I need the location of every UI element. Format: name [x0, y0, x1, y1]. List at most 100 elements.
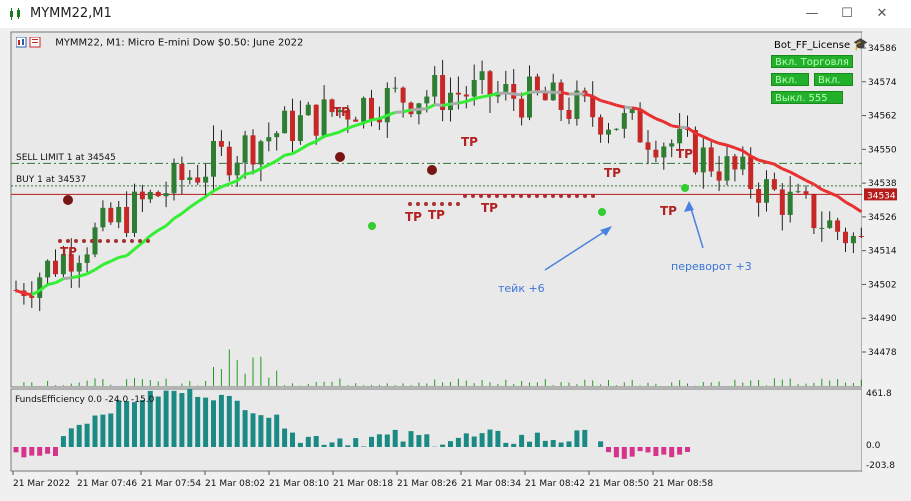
moving-average-segment — [741, 149, 752, 158]
minimize-button[interactable]: — — [805, 6, 819, 21]
moving-average-segment — [631, 106, 641, 111]
histogram-bar — [337, 438, 343, 447]
moving-average-segment — [624, 105, 633, 110]
maximize-button[interactable]: ☐ — [841, 6, 853, 21]
candle-body — [29, 296, 35, 298]
moving-average-segment — [702, 135, 712, 142]
moving-average-segment — [450, 101, 459, 106]
tp-marker: TP — [604, 166, 621, 180]
candle-body — [266, 137, 272, 142]
chart-area[interactable]: 34586 34574 34562 34550 34538 34526 34514 34502… — [0, 28, 911, 501]
price-scale — [862, 32, 911, 471]
candle-body — [827, 220, 833, 228]
time-label: 21 Mar 08:26 — [397, 479, 457, 489]
time-label: 21 Mar 08:18 — [333, 479, 393, 489]
subwindow-scale-label: -203.8 — [866, 461, 895, 471]
candle-body — [290, 110, 295, 141]
candle-body — [566, 109, 572, 119]
moving-average-segment — [378, 114, 388, 121]
entry-marker — [598, 208, 606, 216]
reverse-annotation: переворот +3 — [671, 260, 752, 273]
candles — [13, 59, 864, 312]
candle-body — [613, 128, 619, 130]
candle-body — [740, 156, 746, 170]
candle-body — [534, 76, 540, 93]
order-dot — [456, 202, 460, 206]
moving-average-segment — [173, 212, 183, 220]
moving-average-segment — [236, 173, 247, 182]
histogram-bar — [21, 447, 27, 458]
current-price-tag — [864, 188, 897, 201]
moving-average-segment — [773, 162, 784, 171]
histogram-bar — [100, 414, 106, 447]
trade-markers: TP TP TP TP TP TP TP TP TP — [58, 105, 693, 259]
histogram-bar — [139, 399, 145, 447]
histogram-bar — [250, 413, 256, 447]
order-dot — [511, 194, 515, 198]
moving-average-segment — [671, 124, 680, 129]
histogram-bar — [297, 442, 303, 447]
moving-average-segment — [284, 152, 293, 157]
histogram-bar — [685, 447, 690, 452]
moving-average-segment — [694, 131, 704, 139]
bot-trade-toggle[interactable]: Вкл. Торговля — [771, 55, 853, 68]
moving-average-segment — [15, 289, 25, 295]
moving-average-segment — [750, 154, 760, 162]
histogram-bar — [132, 402, 137, 447]
moving-average-segment — [797, 174, 807, 182]
histogram-bar — [566, 441, 572, 447]
candle-body — [116, 206, 122, 223]
histogram-bar — [211, 400, 216, 447]
moving-average-segment — [94, 263, 104, 271]
histogram-bar — [258, 415, 264, 447]
order-dot — [130, 239, 134, 243]
candle-body — [400, 87, 406, 103]
bot-all-toggle-1[interactable]: Вкл. все — [771, 73, 809, 99]
candle-body — [432, 75, 438, 97]
position-marker — [427, 165, 437, 175]
candle-body — [53, 260, 58, 275]
candle-body — [669, 143, 675, 147]
time-label: 21 Mar 08:58 — [653, 479, 713, 489]
order-dot — [591, 194, 595, 198]
moving-average-segment — [829, 191, 839, 198]
candle-body — [771, 179, 777, 190]
histogram-bar — [479, 433, 485, 447]
bot-all-toggle-2[interactable]: Вкл. все — [814, 73, 853, 99]
moving-average-segment — [118, 254, 127, 259]
histogram-bar — [661, 447, 667, 455]
candle-body — [60, 254, 66, 275]
candle-body — [574, 90, 580, 119]
histogram-bar — [45, 447, 51, 454]
moving-average-segment — [196, 195, 207, 204]
candle-body — [132, 191, 137, 233]
moving-average-segment — [315, 135, 325, 143]
candle-body — [305, 104, 311, 116]
order-dot — [82, 239, 86, 243]
close-button[interactable]: ✕ — [876, 6, 888, 21]
histogram-bar — [60, 436, 66, 447]
moving-average-segment — [212, 185, 223, 193]
price-label: 34586 — [868, 44, 897, 54]
window-titlebar: MYMM22,M1 — ☐ ✕ — [0, 0, 911, 28]
moving-average-segment — [781, 167, 791, 174]
candle-body — [653, 149, 659, 158]
bot-off-toggle[interactable]: Выкл. 555 — [771, 91, 843, 104]
candle-body — [637, 108, 643, 143]
candle-body — [226, 146, 232, 176]
moving-average-segment — [663, 120, 673, 128]
histogram-bar — [376, 434, 382, 447]
candle-body — [811, 194, 817, 229]
order-dot — [138, 239, 142, 243]
histogram-bar — [574, 430, 580, 447]
moving-average-segment — [766, 160, 775, 166]
histogram-bar — [92, 415, 98, 447]
candle-body — [234, 162, 240, 176]
candle-body — [195, 177, 201, 183]
histogram-bar — [353, 438, 359, 447]
histogram-bar — [13, 447, 19, 453]
histogram-bar — [392, 429, 398, 447]
moving-average-segment — [260, 163, 270, 170]
moving-average-segment — [70, 274, 80, 280]
moving-average-segment — [608, 101, 617, 107]
